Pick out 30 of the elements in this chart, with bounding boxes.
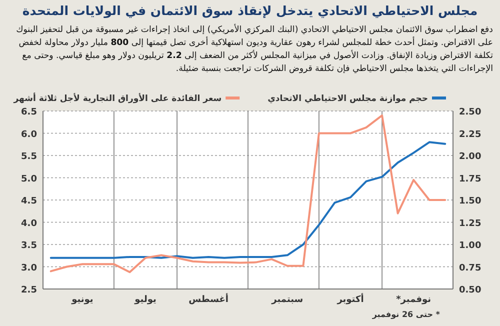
x-tick-label: أغسطس bbox=[188, 293, 229, 305]
x-tick-label: يونيو bbox=[70, 295, 94, 305]
y2-tick-label: 1.00 bbox=[459, 241, 482, 251]
y-tick-label: 6.5 bbox=[21, 108, 37, 118]
y-tick-label: 5.0 bbox=[21, 174, 37, 184]
x-tick-label: نوفمبر* bbox=[396, 295, 432, 305]
y2-tick-label: 2.25 bbox=[459, 130, 482, 140]
y-tick-label: 5.5 bbox=[21, 152, 37, 162]
y2-tick-label: 0.50 bbox=[459, 286, 482, 296]
text: * حتى 26 نوفمبر bbox=[371, 310, 441, 319]
x-tick-label: سبتمبر bbox=[270, 295, 304, 305]
y-tick-label: 4.0 bbox=[21, 218, 37, 229]
y2-tick-label: 1.25 bbox=[459, 218, 482, 229]
y-tick-label: 3.5 bbox=[21, 241, 37, 251]
y2-tick-label: 1.50 bbox=[459, 196, 482, 206]
y-tick-label: 4.5 bbox=[21, 196, 37, 206]
legend-label: سعر الفائدة على الأوراق التجارية لأجل ثلاثة أشهر bbox=[12, 92, 222, 104]
chart-title: مجلس الاحتياطي الاتحادي يتدخل لإنقاذ سوق الائتمان في الولايات المتحدة bbox=[21, 3, 479, 18]
y-tick-label: 3.0 bbox=[21, 263, 37, 274]
x-tick-label: يوليو bbox=[134, 295, 156, 305]
y2-tick-label: 0.75 bbox=[459, 263, 482, 274]
y2-tick-label: 1.75 bbox=[459, 174, 482, 184]
legend-label: حجم موازنة مجلس الاحتياطي الاتحادي bbox=[268, 94, 428, 104]
y2-tick-label: 2.00 bbox=[459, 152, 482, 162]
y-tick-label: 2.5 bbox=[21, 286, 37, 296]
line-series bbox=[50, 141, 446, 259]
y2-tick-label: 2.50 bbox=[459, 108, 482, 118]
x-tick-label: أكتوبر bbox=[336, 293, 364, 305]
line-series bbox=[50, 114, 446, 274]
y-tick-label: 6.0 bbox=[21, 130, 37, 140]
